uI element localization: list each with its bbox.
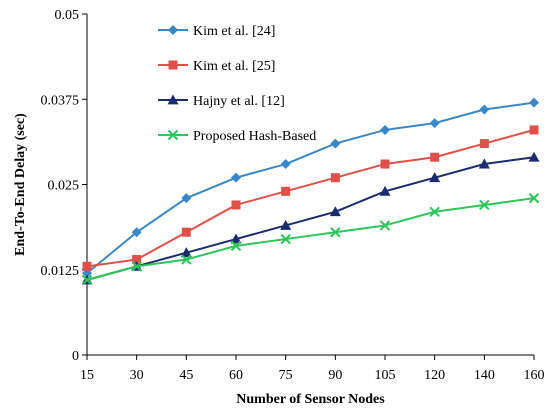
y-tick-label: 0.0125 bbox=[41, 264, 80, 279]
x-tick-label: 60 bbox=[229, 368, 243, 383]
data-point bbox=[281, 186, 291, 196]
data-point bbox=[329, 206, 341, 217]
x-tick-label: 105 bbox=[375, 368, 396, 383]
data-point bbox=[131, 261, 142, 272]
data-point bbox=[429, 206, 440, 217]
y-tick-label: 0.0375 bbox=[41, 93, 80, 108]
data-point bbox=[429, 172, 441, 183]
data-point bbox=[82, 261, 92, 271]
ticks: 0 0.0125 0.025 0.0375 0.05 15 30 45 60 75 90 105 120… bbox=[41, 8, 545, 383]
series-layer bbox=[81, 97, 540, 286]
y-tick-label: 0 bbox=[72, 349, 79, 364]
series-4 bbox=[81, 192, 540, 286]
data-point bbox=[231, 172, 241, 183]
data-point bbox=[330, 227, 341, 238]
legend-label: Proposed Hash-Based bbox=[193, 129, 316, 144]
data-point bbox=[478, 158, 490, 169]
legend-label: Kim et al. [24] bbox=[193, 24, 275, 39]
x-tick-label: 140 bbox=[474, 368, 495, 383]
data-point bbox=[181, 193, 192, 204]
data-point bbox=[379, 220, 391, 231]
series-line bbox=[86, 156, 535, 281]
data-point bbox=[131, 227, 142, 238]
data-point bbox=[132, 255, 142, 265]
data-point bbox=[379, 185, 391, 196]
data-point bbox=[231, 200, 241, 210]
data-point bbox=[430, 152, 440, 162]
data-point bbox=[529, 97, 539, 108]
x-tick-label: 120 bbox=[424, 368, 445, 383]
series-2 bbox=[82, 125, 539, 271]
data-point bbox=[280, 233, 291, 245]
legend-marker bbox=[167, 94, 179, 105]
legend-marker bbox=[168, 60, 178, 70]
x-tick-label: 160 bbox=[524, 368, 545, 383]
x-axis-title: Number of Sensor Nodes bbox=[236, 392, 385, 407]
data-point bbox=[479, 104, 490, 115]
legend-label: Kim et al. [25] bbox=[193, 59, 275, 74]
data-point bbox=[330, 138, 341, 149]
series-1 bbox=[82, 97, 539, 279]
data-point bbox=[181, 227, 191, 237]
data-point bbox=[330, 173, 340, 183]
data-point bbox=[380, 124, 390, 135]
data-point bbox=[181, 254, 192, 265]
legend: Kim et al. [24] Kim et al. [25] Hajny et a… bbox=[158, 24, 316, 144]
legend-label: Hajny et al. [12] bbox=[193, 94, 285, 109]
x-tick-label: 15 bbox=[80, 368, 94, 383]
series-line bbox=[86, 101, 535, 274]
data-point bbox=[528, 151, 540, 162]
legend-entry: Kim et al. [25] bbox=[158, 59, 275, 74]
data-point bbox=[230, 240, 242, 252]
legend-marker bbox=[168, 25, 178, 35]
series-line bbox=[86, 197, 535, 281]
legend-entry: Proposed Hash-Based bbox=[158, 129, 316, 144]
data-point bbox=[529, 125, 539, 135]
series-line bbox=[86, 128, 535, 268]
data-point bbox=[81, 274, 93, 286]
y-tick-label: 0.025 bbox=[48, 179, 80, 194]
data-point bbox=[280, 219, 292, 230]
data-point bbox=[380, 159, 390, 169]
data-point bbox=[429, 118, 440, 129]
legend-entry: Kim et al. [24] bbox=[158, 24, 275, 39]
y-axis-title: End-To-End Delay (sec) bbox=[13, 113, 28, 256]
legend-entry: Hajny et al. [12] bbox=[158, 94, 285, 109]
data-point bbox=[180, 247, 192, 258]
data-point bbox=[479, 139, 489, 149]
data-point bbox=[528, 192, 540, 204]
data-point bbox=[479, 199, 490, 211]
data-point bbox=[230, 233, 242, 244]
x-tick-label: 45 bbox=[179, 368, 193, 383]
x-tick-label: 75 bbox=[279, 368, 293, 383]
x-tick-label: 90 bbox=[328, 368, 342, 383]
x-tick-label: 30 bbox=[130, 368, 144, 383]
data-point bbox=[280, 159, 291, 170]
legend-marker bbox=[167, 129, 179, 141]
y-tick-label: 0.05 bbox=[55, 8, 80, 23]
